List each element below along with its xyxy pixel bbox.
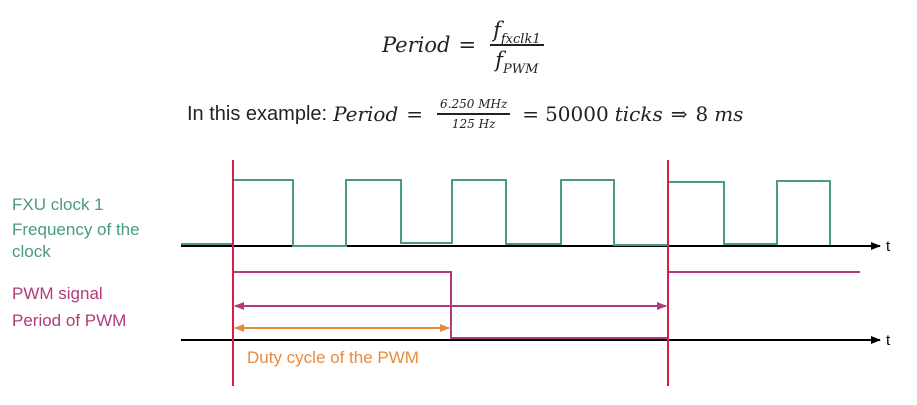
denominator-subscript: PWM bbox=[503, 61, 539, 77]
label-frequency-line2: clock bbox=[12, 242, 51, 261]
numerator-subscript: fxclk1 bbox=[500, 32, 541, 48]
implies-arrow: ⇒ bbox=[670, 102, 688, 126]
example-ms-value: 8 bbox=[695, 102, 709, 126]
denominator-base: f bbox=[495, 47, 504, 72]
formula-numerator: ffxclk1 bbox=[490, 18, 544, 47]
example-prefix: In this example: bbox=[187, 102, 328, 125]
example-equals-2: = bbox=[522, 102, 540, 126]
label-frequency-line1: Frequency of the bbox=[12, 220, 140, 239]
example-ticks-unit: ticks bbox=[614, 102, 663, 126]
formula-fraction-bar bbox=[490, 44, 544, 46]
formula-lhs: Period bbox=[382, 33, 451, 57]
example-formula: In this example: Period = 6.250 MHz 125 … bbox=[187, 92, 743, 136]
clock-waveform bbox=[181, 179, 831, 247]
formula-fraction: ffxclk1 fPWM bbox=[490, 18, 544, 77]
formula-denominator: fPWM bbox=[492, 47, 541, 77]
label-duty-cycle: Duty cycle of the PWM bbox=[247, 348, 419, 367]
period-formula: Period = ffxclk1 fPWM bbox=[382, 10, 550, 80]
example-numerator: 6.250 MHz bbox=[440, 97, 508, 112]
example-ticks-value: 50000 bbox=[545, 102, 609, 126]
example-ms-unit: ms bbox=[714, 102, 744, 126]
example-fraction-bar bbox=[437, 113, 511, 115]
example-fraction: 6.250 MHz 125 Hz bbox=[437, 97, 511, 131]
label-period-of-pwm: Period of PWM bbox=[12, 311, 127, 330]
pwm-waveform bbox=[233, 271, 860, 339]
numerator-base: f bbox=[493, 18, 501, 43]
label-fxu-clock: FXU clock 1 bbox=[12, 195, 104, 214]
example-equals-1: = bbox=[406, 102, 424, 126]
pwm-axis-t-label: t bbox=[886, 332, 891, 349]
formula-equals: = bbox=[458, 33, 477, 57]
clock-axis-t-label: t bbox=[886, 238, 891, 255]
example-lhs: Period bbox=[333, 102, 399, 126]
example-denominator: 125 Hz bbox=[451, 116, 496, 131]
label-pwm-signal: PWM signal bbox=[12, 284, 103, 303]
